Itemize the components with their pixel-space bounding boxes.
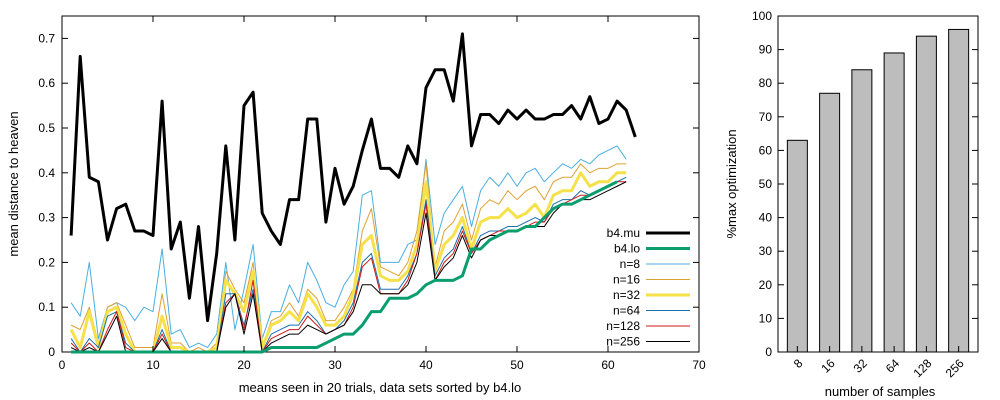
line-chart-y-tick-label: 0	[48, 345, 55, 359]
bar-chart-y-tick-label: 80	[759, 76, 773, 90]
bar-chart-y-tick-label: 40	[759, 211, 773, 225]
line-chart-y-ticks: 0 0.1 0.2 0.3 0.4 0.5 0.6 0.7	[38, 31, 699, 359]
line-chart-y-tick-label: 0.4	[38, 166, 55, 180]
line-chart-y-tick-label: 0.1	[38, 300, 55, 314]
bar-16	[819, 92, 841, 353]
series-line-b4-mu	[69, 32, 637, 323]
legend-label: n=128	[606, 319, 640, 333]
bar-chart-y-tick-label: 50	[759, 177, 773, 191]
line-chart-plot-frame	[61, 15, 700, 353]
line-chart-y-axis-label: mean distance to heaven	[6, 111, 21, 256]
line-chart-x-ticks: 0 10 20 30 40 50 60 70	[59, 16, 706, 372]
line-chart-legend: b4.mu b4.lon=8 n=16n=32 n=64n=128 n=256	[606, 226, 690, 349]
bar-chart-y-tick-label: 0	[765, 345, 772, 359]
bar-chart-y-tick-label: 100	[752, 9, 772, 23]
line-chart-y-tick-label: 0.6	[38, 76, 55, 90]
line-chart-x-axis-label: means seen in 20 trials, data sets sorte…	[239, 380, 522, 395]
bar-8	[786, 139, 808, 353]
bar-chart-x-axis-label: number of samples	[825, 384, 936, 399]
line-chart-y-tick-label: 0.7	[38, 31, 55, 45]
bar-chart-x-ticks: 8 16 32 64 128 256	[791, 346, 967, 380]
line-chart-x-tick-label: 60	[601, 358, 615, 372]
line-chart-y-tick-label: 0.2	[38, 255, 55, 269]
bar-chart-x-tick-label: 8	[791, 356, 806, 371]
bar-256	[948, 28, 970, 353]
legend-label: n=8	[620, 257, 641, 271]
bar-chart-y-tick-label: 20	[759, 278, 773, 292]
legend-label: n=16	[613, 273, 640, 287]
line-chart-x-tick-label: 20	[237, 358, 251, 372]
series-line-n-128	[70, 181, 627, 353]
bar-chart-bars-group	[786, 28, 970, 353]
line-chart-x-tick-label: 70	[692, 358, 706, 372]
bar-64	[883, 52, 905, 353]
bar-chart-x-tick-label: 128	[910, 356, 934, 380]
line-chart: 0 10 20 30 40 50 60 70 0 0.1 0.2 0.3 0.4 0.5 0.6 0.7 b…	[6, 15, 706, 395]
bar-chart-x-tick-label: 32	[851, 356, 871, 376]
legend-label: b4.mu	[607, 226, 640, 240]
series-line-b4-lo	[71, 180, 618, 354]
line-chart-x-tick-label: 10	[146, 358, 160, 372]
line-chart-x-tick-label: 40	[419, 358, 433, 372]
bar-chart-x-tick-label: 64	[883, 356, 903, 376]
line-chart-x-tick-label: 0	[59, 358, 66, 372]
legend-label: n=64	[613, 304, 640, 318]
bar-chart-y-tick-label: 60	[759, 143, 773, 157]
legend-label: n=256	[606, 335, 640, 349]
bar-chart-y-tick-label: 30	[759, 244, 773, 258]
series-line-n-64	[70, 176, 627, 353]
series-line-n-8	[70, 145, 627, 349]
line-chart-series-group	[69, 32, 637, 354]
bar-32	[851, 69, 873, 353]
bar-chart: 8 16 32 64 128 256 0 10 20 30 40 50 60 70 80 90 100 num…	[724, 9, 979, 399]
series-line-n-16	[70, 163, 627, 353]
series-line-n-32	[69, 171, 627, 354]
line-chart-x-tick-label: 30	[328, 358, 342, 372]
bar-chart-y-axis-label: %max optimization	[724, 129, 739, 238]
bar-chart-x-tick-label: 16	[818, 356, 838, 376]
line-chart-y-tick-label: 0.5	[38, 121, 55, 135]
line-chart-x-tick-label: 50	[510, 358, 524, 372]
bar-chart-y-tick-label: 90	[759, 43, 773, 57]
bar-chart-y-ticks: 0 10 20 30 40 50 60 70 80 90 100	[752, 9, 978, 359]
line-chart-y-tick-label: 0.3	[38, 211, 55, 225]
bar-chart-y-tick-label: 70	[759, 110, 773, 124]
bar-chart-y-tick-label: 10	[759, 311, 773, 325]
legend-label: n=32	[613, 288, 640, 302]
legend-label: b4.lo	[614, 242, 640, 256]
bar-128	[915, 35, 937, 353]
bar-chart-x-tick-label: 256	[943, 356, 967, 380]
bar-chart-plot-frame	[777, 15, 979, 353]
